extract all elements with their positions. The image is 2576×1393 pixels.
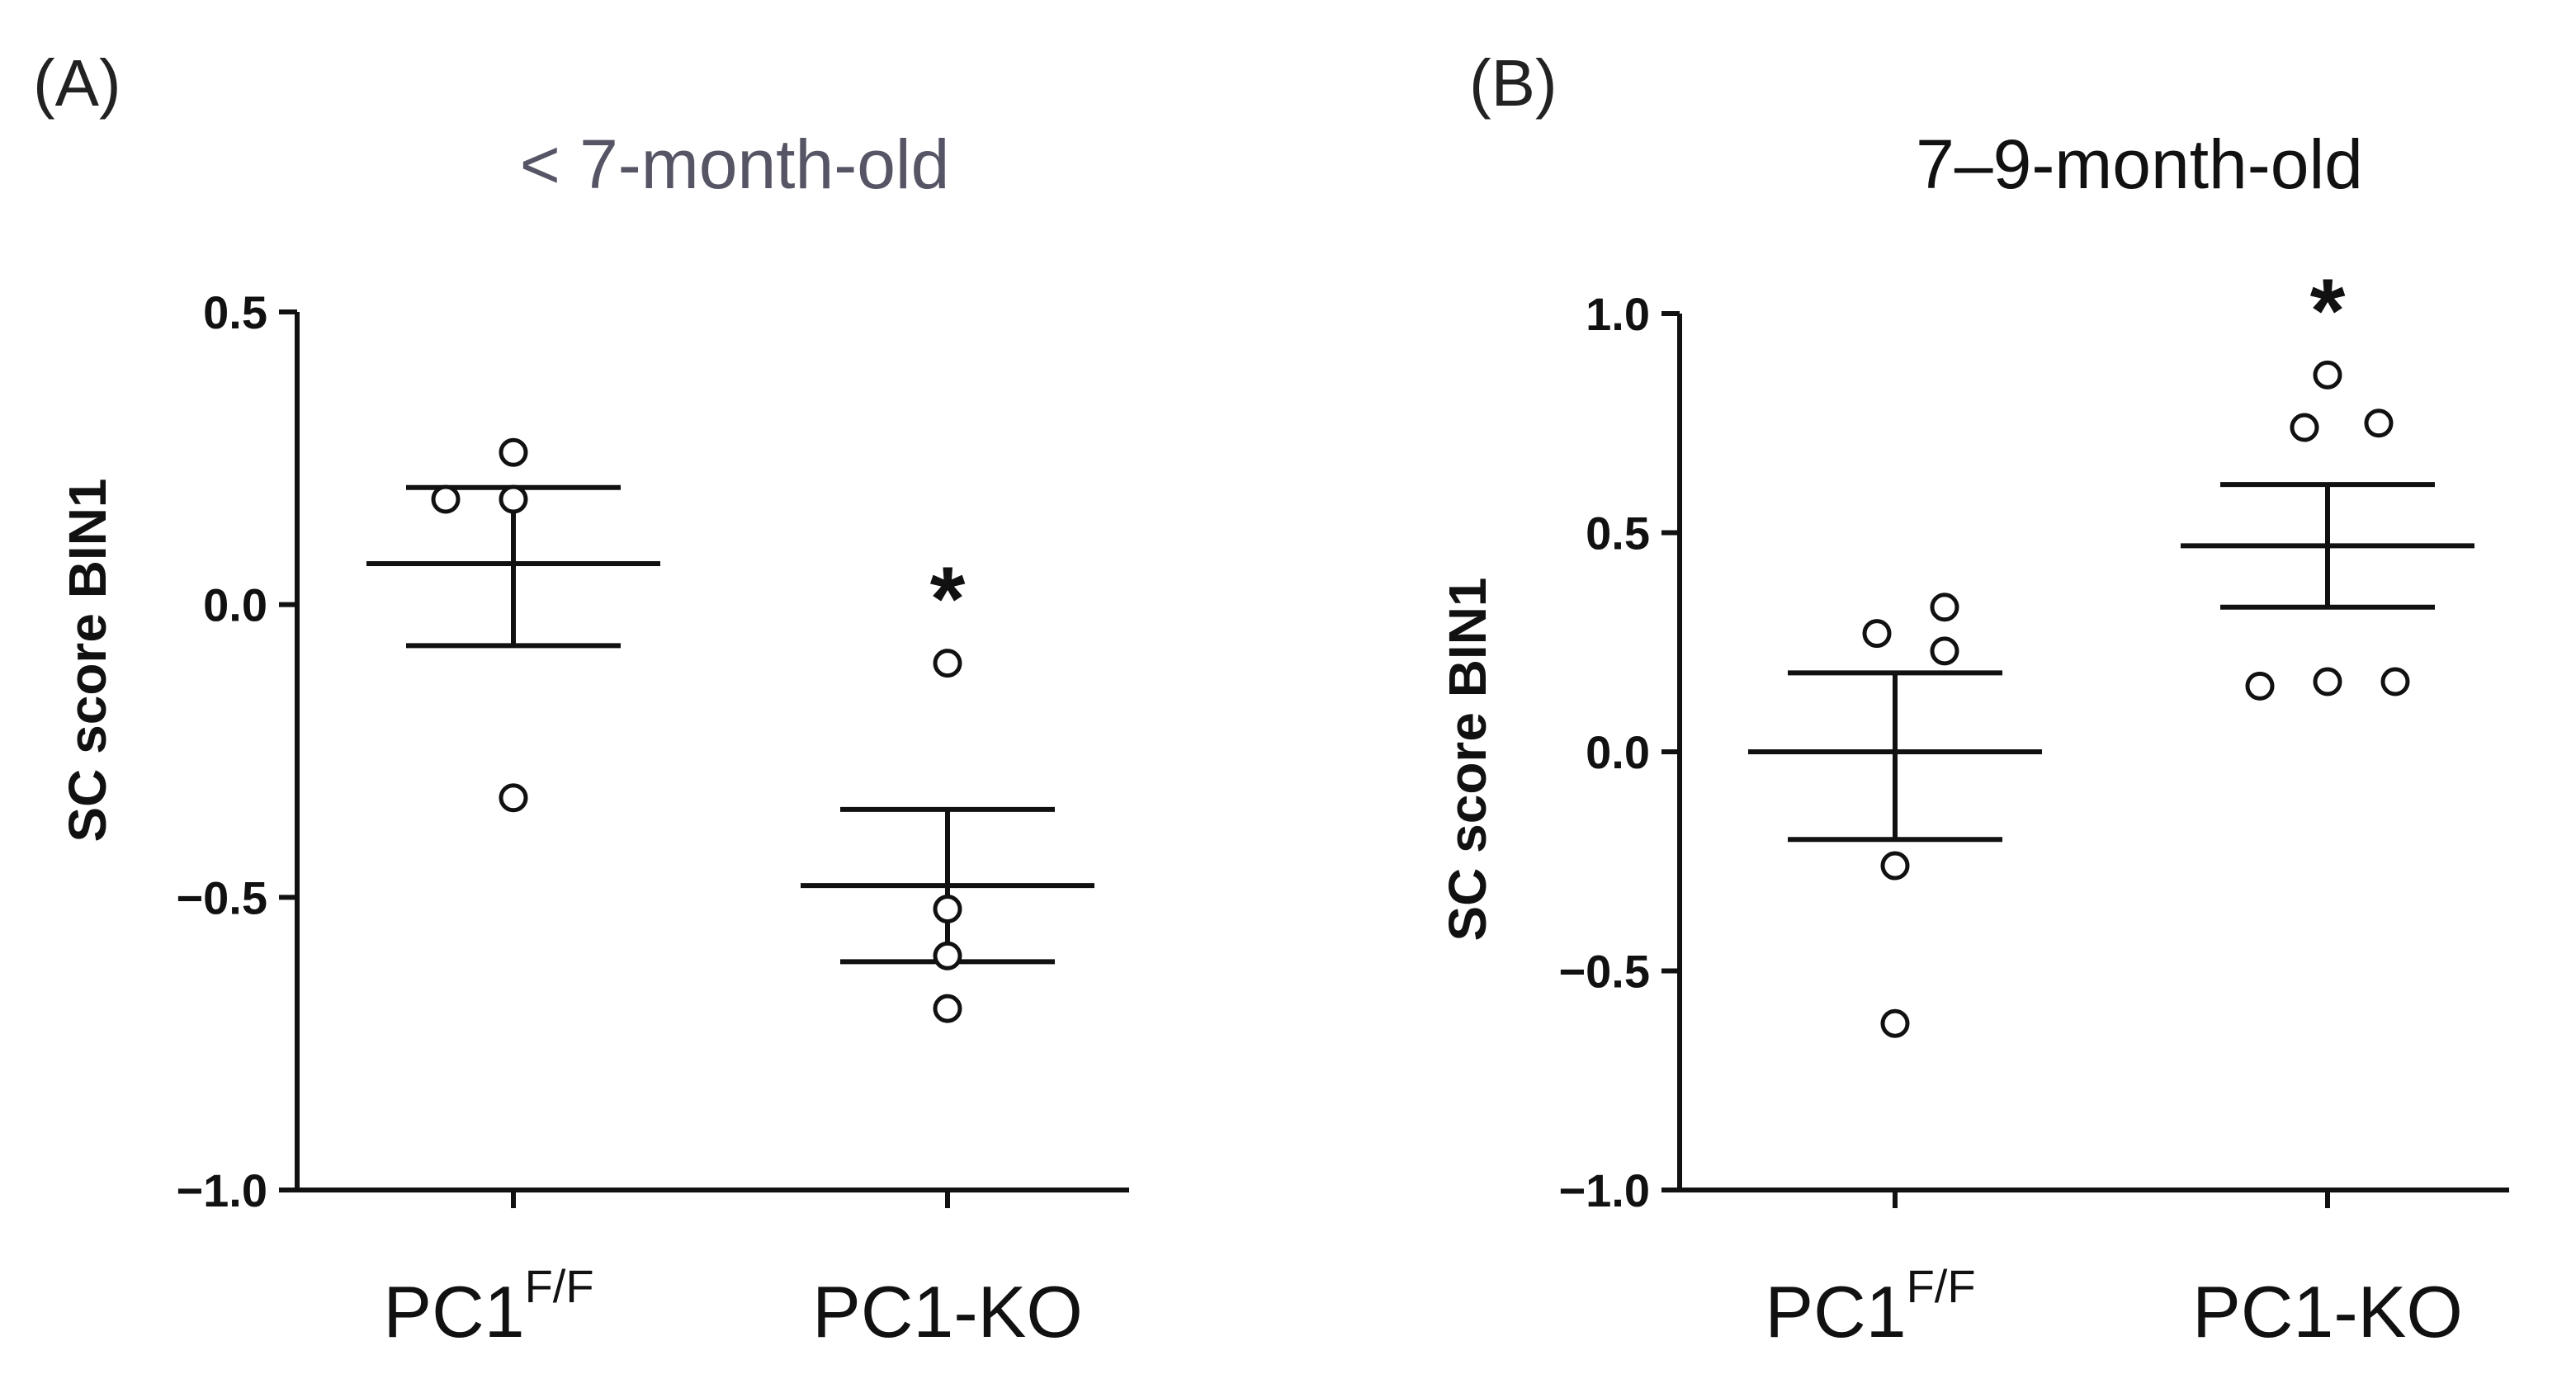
data-point bbox=[933, 649, 962, 678]
chart-title: 7–9-month-old bbox=[1916, 125, 2363, 203]
y-axis-label: SC score BIN1 bbox=[1438, 577, 1497, 941]
significance-marker: * bbox=[2310, 260, 2346, 361]
y-tick-label: −1.0 bbox=[1558, 1164, 1650, 1216]
y-tick-label: 1.0 bbox=[1586, 288, 1650, 340]
y-tick-label: −0.5 bbox=[1558, 946, 1650, 998]
data-point bbox=[2364, 408, 2394, 438]
category-name: PC1 bbox=[1765, 1271, 1906, 1353]
panel-label: (B) bbox=[1469, 46, 1557, 120]
data-point bbox=[933, 941, 962, 970]
category-name: PC1-KO bbox=[2192, 1271, 2463, 1353]
data-point bbox=[1880, 851, 1910, 881]
data-point bbox=[2380, 667, 2410, 696]
panel-label: (A) bbox=[33, 46, 121, 120]
data-point bbox=[933, 994, 962, 1023]
data-point bbox=[2313, 360, 2342, 390]
data-point bbox=[499, 484, 528, 514]
data-point bbox=[431, 484, 461, 514]
category-name: PC1 bbox=[383, 1271, 524, 1353]
y-tick-label: 0.5 bbox=[1586, 508, 1650, 560]
data-point bbox=[1930, 636, 1959, 666]
y-tick-label: 0.0 bbox=[203, 579, 267, 631]
data-point bbox=[2245, 671, 2275, 701]
x-tick-label: PC1F/F bbox=[383, 1260, 593, 1353]
data-point bbox=[2313, 667, 2342, 696]
data-point bbox=[1880, 1008, 1910, 1038]
chart-title: < 7-month-old bbox=[520, 125, 950, 203]
y-tick-label: 0.0 bbox=[1586, 726, 1650, 778]
y-tick-label: −0.5 bbox=[176, 871, 267, 923]
category-superscript: F/F bbox=[525, 1260, 594, 1312]
data-point bbox=[933, 895, 962, 924]
y-axis-label: SC score BIN1 bbox=[58, 478, 117, 842]
data-point bbox=[2290, 413, 2319, 442]
y-tick-label: 0.5 bbox=[203, 286, 267, 338]
panel-a: (A) < 7-month-old 0.5 0.0 −0.5 −1.0 SC score B… bbox=[33, 46, 1129, 1353]
x-tick-label: PC1-KO bbox=[2192, 1271, 2463, 1353]
data-point bbox=[1930, 593, 1959, 622]
panel-b: (B) 7–9-month-old 1.0 0.5 0.0 −0.5 −1.0 SC scor… bbox=[1438, 46, 2509, 1353]
category-name: PC1-KO bbox=[812, 1271, 1083, 1353]
x-tick-label: PC1-KO bbox=[812, 1271, 1083, 1353]
category-superscript: F/F bbox=[1907, 1260, 1976, 1312]
x-tick-label: PC1F/F bbox=[1765, 1260, 1975, 1353]
significance-marker: * bbox=[930, 549, 966, 650]
data-point bbox=[499, 437, 528, 467]
data-point bbox=[1862, 619, 1892, 649]
y-tick-label: −1.0 bbox=[176, 1164, 267, 1216]
data-point bbox=[499, 783, 528, 813]
